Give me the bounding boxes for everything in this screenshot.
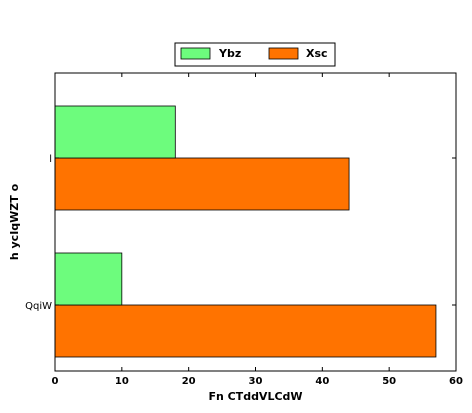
bar-xsc-1	[54, 157, 350, 211]
bars	[54, 105, 437, 358]
plot-area-frame	[54, 72, 457, 372]
x-axis-title: Fn CTddVLCdW	[208, 390, 302, 403]
y-tick-label: l	[49, 154, 52, 165]
bar-ybz-0	[54, 252, 123, 306]
bar-xsc-0	[54, 304, 437, 358]
legend-swatch-xsc	[268, 47, 299, 60]
x-tick-label: 40	[315, 376, 329, 387]
legend-label-ybz: Ybz	[218, 47, 241, 60]
legend: Ybz Xsc	[174, 42, 336, 67]
x-tick-label: 10	[115, 376, 129, 387]
x-tick-label: 20	[182, 376, 196, 387]
x-tick-label: 0	[52, 376, 59, 387]
y-axis-ticks: QqiW l	[25, 154, 456, 312]
y-tick-label: QqiW	[25, 301, 52, 312]
legend-label-xsc: Xsc	[306, 47, 328, 60]
y-axis-title: h ycIqWZT o	[8, 183, 21, 260]
legend-swatch-ybz	[180, 47, 211, 60]
x-tick-label: 30	[249, 376, 263, 387]
x-tick-label: 60	[449, 376, 463, 387]
x-tick-label: 50	[382, 376, 396, 387]
bar-ybz-1	[54, 105, 176, 159]
x-axis-ticks: 0 10 20 30 40 50 60	[52, 73, 463, 387]
